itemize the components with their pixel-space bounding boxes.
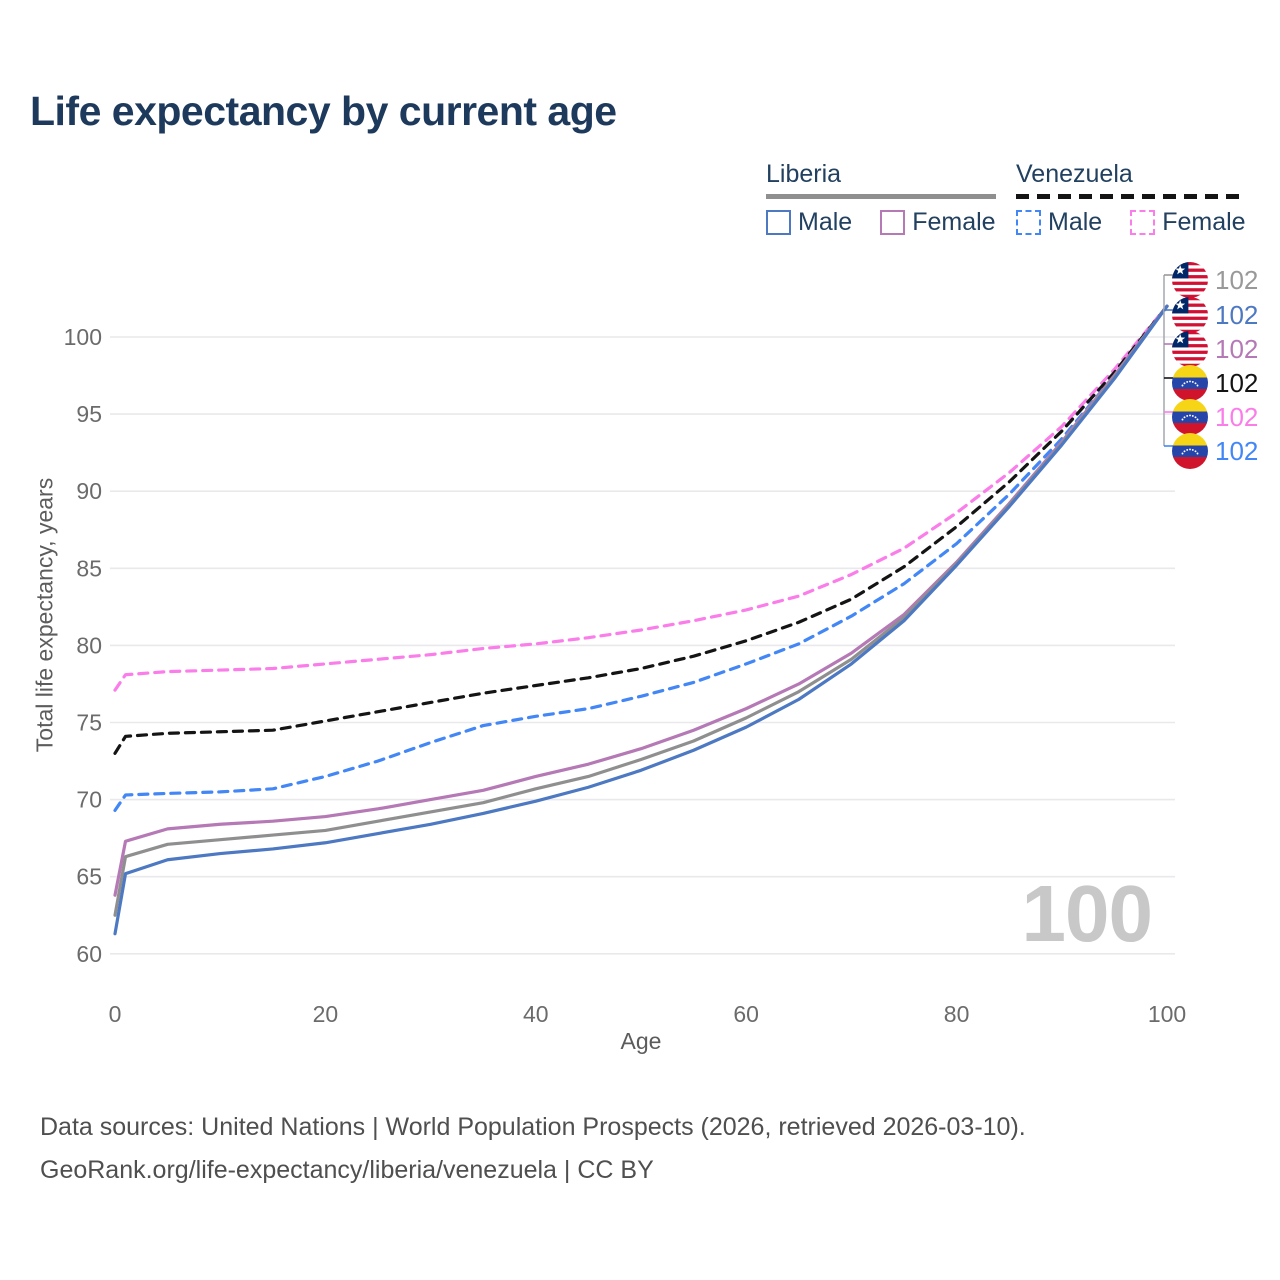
x-axis-title: Age bbox=[620, 1028, 662, 1054]
x-tick-40: 40 bbox=[523, 1001, 549, 1027]
series-line-liberia-male bbox=[113, 304, 1169, 936]
end-label-value: 102 bbox=[1215, 435, 1259, 466]
end-label-value: 102 bbox=[1215, 367, 1259, 398]
venezuela-flag-icon bbox=[1172, 365, 1208, 401]
y-tick-85: 85 bbox=[76, 555, 102, 581]
x-tick-100: 100 bbox=[1148, 1001, 1186, 1027]
end-label-venezuela-3: 102 bbox=[1172, 365, 1258, 401]
liberia-flag-icon bbox=[1172, 262, 1208, 298]
legend-header-liberia: Liberia bbox=[766, 160, 842, 188]
end-label-value: 102 bbox=[1215, 264, 1259, 295]
legend-line-swatch-venezuela-all bbox=[1016, 194, 1246, 199]
series-line-venezuela-male bbox=[113, 304, 1169, 812]
series-line-liberia-female bbox=[113, 304, 1169, 897]
legend-item-liberia-female[interactable]: Female bbox=[880, 208, 996, 237]
end-label-value: 102 bbox=[1215, 401, 1259, 432]
legend-label-venezuela-female: Female bbox=[1162, 208, 1246, 236]
footer-data-sources: Data sources: United Nations | World Pop… bbox=[40, 1113, 1026, 1141]
series-line-venezuela-all bbox=[113, 304, 1169, 755]
chart-canvas: 60 65 70 75 80 85 90 95 100 0 20 40 60 80 100 bbox=[64, 274, 1186, 1027]
legend-swatch-liberia-male bbox=[766, 210, 791, 235]
legend-group-liberia: Liberia Male Female bbox=[766, 160, 996, 237]
legend-swatch-venezuela-female bbox=[1130, 210, 1156, 235]
x-tick-0: 0 bbox=[109, 1001, 122, 1027]
y-tick-65: 65 bbox=[76, 864, 102, 890]
legend-swatch-liberia-female bbox=[880, 210, 906, 235]
series-line-liberia-all bbox=[113, 304, 1169, 917]
y-tick-60: 60 bbox=[76, 941, 102, 967]
legend-line-swatch-liberia-all bbox=[766, 194, 996, 199]
liberia-flag-icon bbox=[1172, 331, 1208, 367]
y-axis-title: Total life expectancy, years bbox=[31, 477, 58, 753]
footer-attribution: GeoRank.org/life-expectancy/liberia/vene… bbox=[40, 1156, 654, 1184]
end-label-venezuela-5: 102 bbox=[1172, 433, 1258, 469]
y-tick-70: 70 bbox=[76, 787, 102, 813]
legend-item-venezuela-male[interactable]: Male bbox=[1016, 208, 1102, 237]
venezuela-flag-icon bbox=[1172, 399, 1208, 435]
y-tick-80: 80 bbox=[76, 632, 102, 658]
legend-swatch-venezuela-male bbox=[1016, 210, 1041, 235]
end-label-liberia-1: 102 bbox=[1172, 297, 1258, 333]
x-tick-20: 20 bbox=[313, 1001, 339, 1027]
legend-label-liberia-male: Male bbox=[798, 208, 853, 236]
footer: Data sources: United Nations | World Pop… bbox=[40, 1106, 1026, 1192]
legend-label-liberia-female: Female bbox=[912, 208, 996, 236]
end-label-liberia-2: 102 bbox=[1172, 331, 1258, 367]
end-label-value: 102 bbox=[1215, 299, 1259, 330]
venezuela-flag-icon bbox=[1172, 433, 1208, 469]
page-title: Life expectancy by current age bbox=[30, 88, 617, 134]
end-label-value: 102 bbox=[1215, 333, 1259, 364]
y-tick-90: 90 bbox=[76, 478, 102, 504]
legend-item-venezuela-female[interactable]: Female bbox=[1130, 208, 1246, 237]
legend-item-liberia-male[interactable]: Male bbox=[766, 208, 852, 237]
age-watermark: 100 bbox=[1021, 869, 1153, 958]
end-label-venezuela-4: 102 bbox=[1172, 399, 1258, 435]
liberia-flag-icon bbox=[1172, 297, 1208, 333]
legend-header-venezuela: Venezuela bbox=[1016, 160, 1133, 188]
legend-label-venezuela-male: Male bbox=[1048, 208, 1103, 236]
series-line-venezuela-female bbox=[113, 304, 1169, 692]
y-tick-100: 100 bbox=[64, 324, 102, 350]
legend-group-venezuela: Venezuela Male Female bbox=[1016, 160, 1246, 237]
end-label-liberia-0: 102 bbox=[1172, 262, 1258, 298]
x-tick-80: 80 bbox=[944, 1001, 970, 1027]
y-tick-75: 75 bbox=[76, 710, 102, 736]
x-tick-60: 60 bbox=[733, 1001, 759, 1027]
y-tick-95: 95 bbox=[76, 401, 102, 427]
